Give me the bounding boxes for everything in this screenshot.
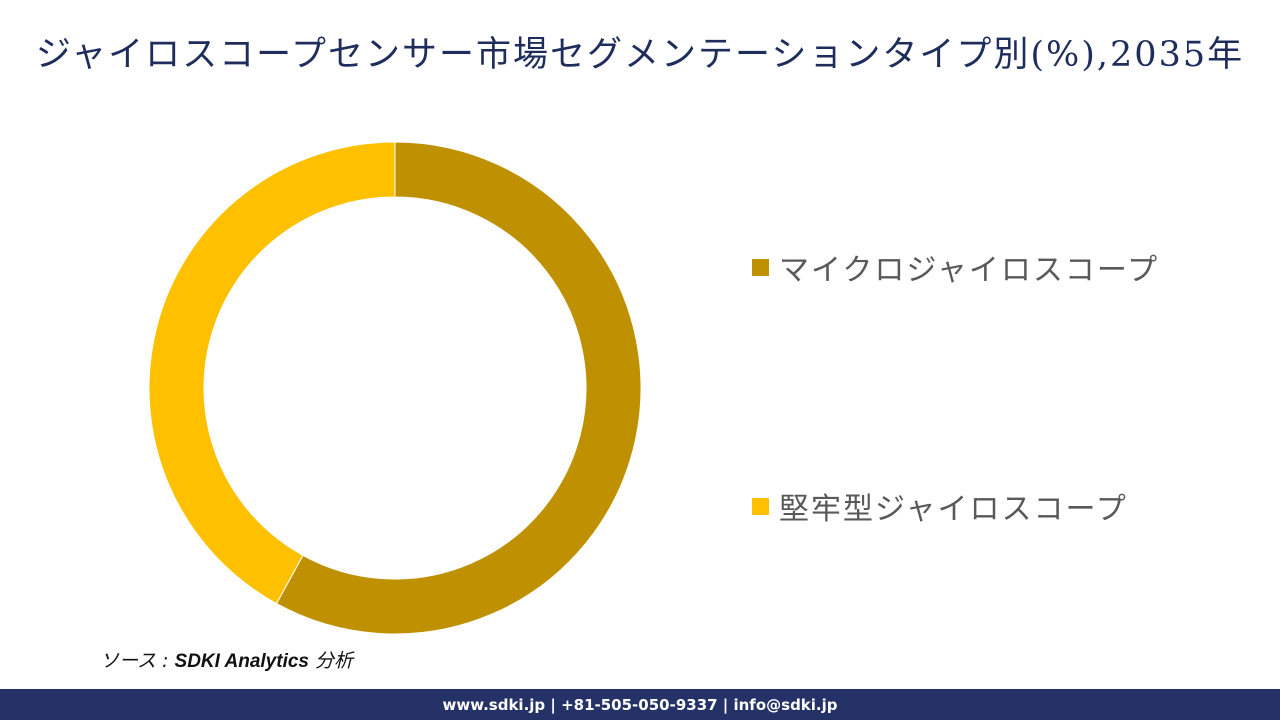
donut-slices <box>148 141 642 635</box>
donut-slice-rugged <box>148 141 396 605</box>
footer-bar: www.sdki.jp | +81-505-050-9337 | info@sd… <box>0 689 1280 720</box>
legend-item-micro: マイクロジャイロスコープ <box>752 245 1159 289</box>
source-name: SDKI Analytics <box>174 651 309 672</box>
legend-item-rugged: 堅牢型ジャイロスコープ <box>752 484 1128 528</box>
source-suffix: 分析 <box>308 650 354 672</box>
legend-swatch-micro <box>752 258 769 276</box>
legend-label-rugged: 堅牢型ジャイロスコープ <box>779 492 1128 527</box>
source-note: ソース : SDKI Analytics 分析 <box>100 646 353 673</box>
legend-label-micro: マイクロジャイロスコープ <box>779 253 1160 288</box>
donut-slice-micro <box>275 141 642 635</box>
chart-title: ジャイロスコープセンサー市場セグメンテーションタイプ別(%),2035年 <box>35 35 1245 75</box>
footer-contact: www.sdki.jp | +81-505-050-9337 | info@sd… <box>442 695 838 714</box>
legend-swatch-rugged <box>752 497 769 515</box>
source-prefix: ソース : <box>100 650 175 672</box>
